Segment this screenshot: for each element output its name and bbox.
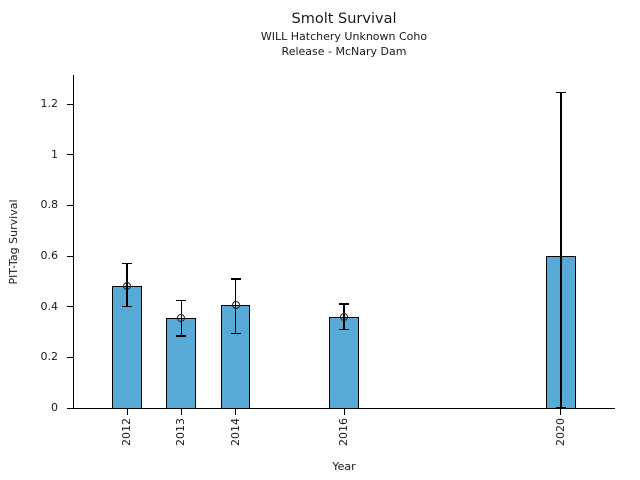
y-tick-label: 0.6	[40, 249, 59, 263]
error-bar-cap-bottom	[230, 332, 241, 335]
x-tick-label: 2016	[337, 418, 350, 446]
y-tick-label: 1	[51, 147, 58, 161]
y-tick-mark	[67, 103, 73, 105]
error-bar-cap-top	[555, 91, 566, 94]
mean-point-marker	[231, 301, 240, 310]
y-tick-mark	[67, 204, 73, 206]
y-tick-label: 1.2	[40, 97, 59, 111]
x-tick-mark	[560, 409, 562, 415]
y-tick-label: 0	[51, 401, 58, 414]
x-tick-label: 2012	[120, 418, 134, 446]
error-bar-cap-top	[176, 299, 187, 302]
mean-point-marker	[177, 314, 186, 323]
bar-2016	[329, 316, 359, 409]
chart-subtitle-line1: WILL Hatchery Unknown Coho	[260, 30, 428, 43]
error-bar-cap-bottom	[339, 328, 349, 331]
x-tick-label: 2020	[553, 418, 567, 446]
error-bar-cap-top	[230, 278, 241, 280]
y-axis-spine	[73, 75, 74, 409]
x-tick-label: 2014	[228, 418, 242, 446]
y-tick-mark	[67, 306, 73, 308]
x-tick-mark	[235, 409, 237, 415]
mean-point-marker	[340, 312, 348, 321]
x-tick-mark	[126, 409, 128, 415]
error-bar-cap-bottom	[176, 335, 187, 337]
y-tick-mark	[67, 356, 73, 358]
y-axis-label: PIT-Tag Survival	[7, 199, 20, 285]
y-tick-mark	[67, 154, 73, 156]
y-tick-label: 0.2	[40, 350, 59, 364]
error-bar-cap-top	[339, 303, 349, 305]
chart-subtitle-line2: Release - McNary Dam	[281, 45, 407, 58]
error-bar-line	[560, 92, 562, 408]
mean-point-marker	[123, 282, 132, 291]
chart-title: Smolt Survival	[291, 11, 397, 27]
x-tick-mark	[343, 409, 345, 415]
y-tick-mark	[67, 407, 73, 409]
x-tick-mark	[180, 409, 182, 415]
error-bar-cap-bottom	[122, 305, 133, 308]
y-tick-label: 0.4	[40, 299, 59, 313]
x-tick-label: 2013	[174, 418, 188, 446]
error-bar-cap-bottom	[555, 407, 566, 409]
error-bar-cap-top	[122, 262, 133, 265]
y-tick-mark	[67, 255, 73, 257]
x-axis-label: Year	[332, 460, 356, 473]
y-tick-label: 0.8	[40, 198, 59, 212]
